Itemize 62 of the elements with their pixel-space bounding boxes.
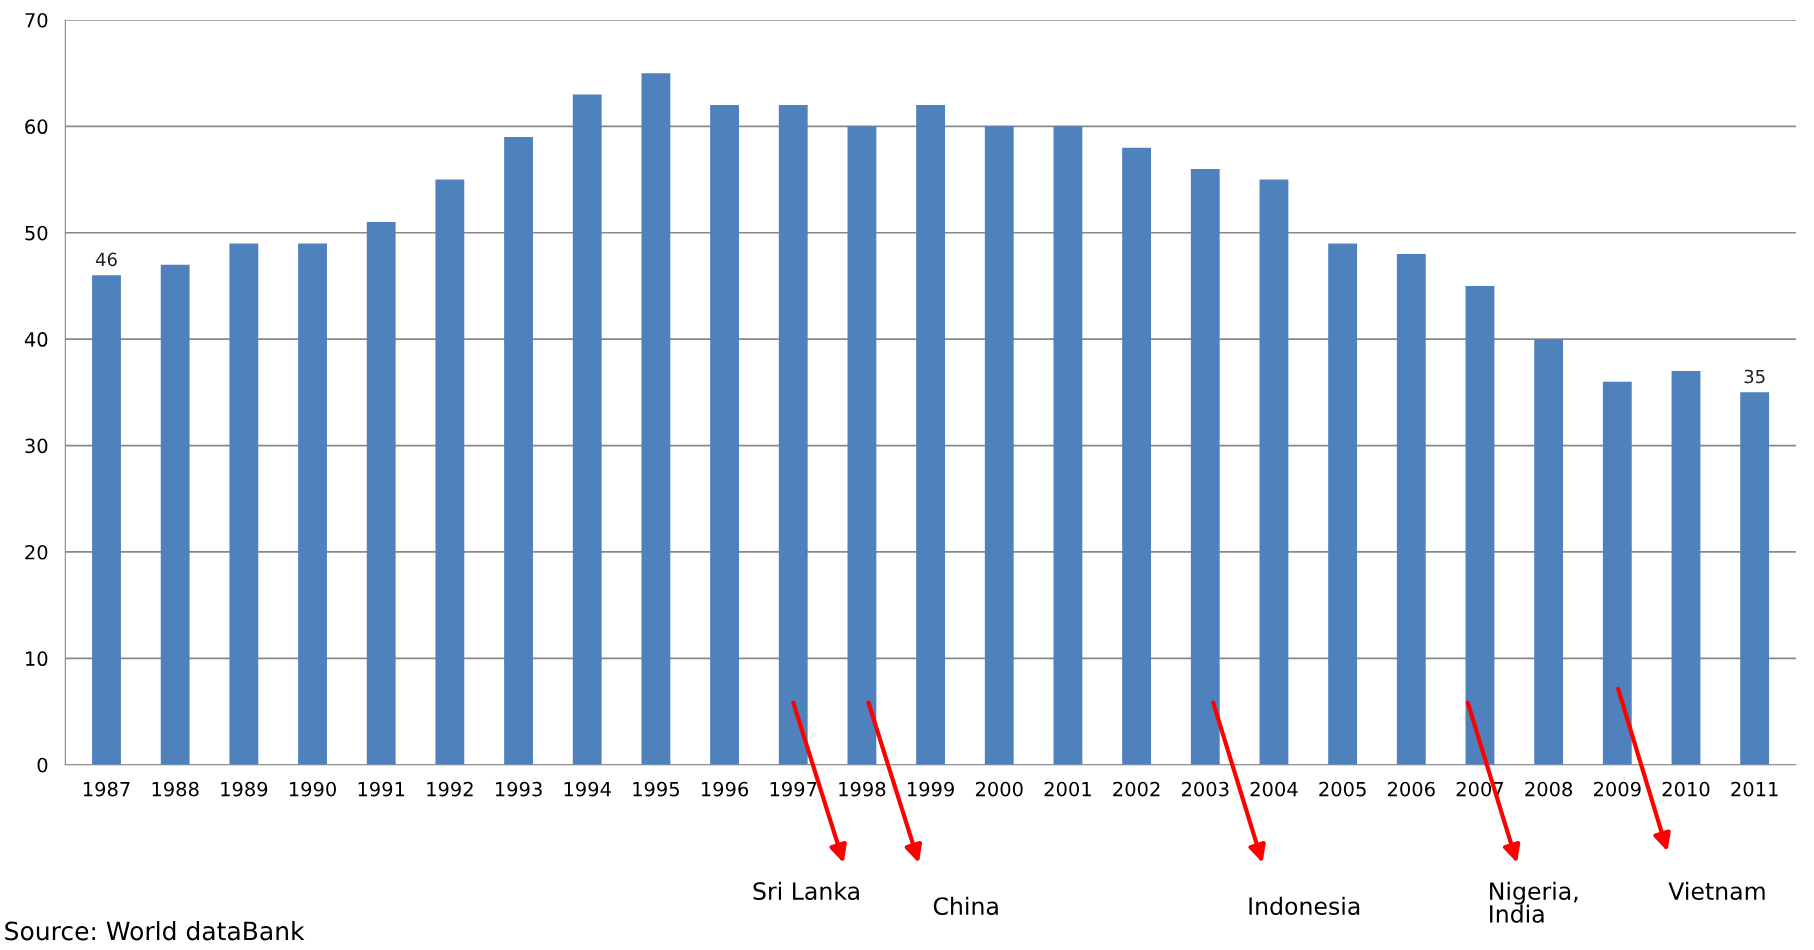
y-tick-label: 0 — [37, 757, 48, 773]
bar — [1053, 126, 1083, 765]
bar — [160, 264, 190, 765]
bar — [229, 243, 259, 765]
text: Sri Lanka — [753, 881, 859, 901]
x-tick-label: 1992 — [427, 781, 473, 797]
x-tick-label: 1993 — [495, 781, 542, 797]
bar — [572, 94, 602, 765]
data-label: 46 — [95, 252, 117, 267]
x-tick-label: 1996 — [701, 781, 749, 797]
x-tick-label: 2002 — [1113, 781, 1160, 797]
x-tick-label: 2004 — [1250, 781, 1298, 797]
bar — [1328, 243, 1358, 765]
text: Vietnam — [1668, 881, 1765, 901]
bar — [916, 105, 945, 765]
x-tick-label: 2001 — [1044, 781, 1091, 797]
x-tick-label: 1995 — [633, 781, 679, 797]
x-tick-label: 2008 — [1525, 781, 1573, 797]
x-tick-label: 2010 — [1662, 781, 1710, 797]
bar — [847, 126, 877, 765]
bar — [1259, 179, 1289, 765]
bar — [1740, 392, 1770, 765]
x-tick-label: 1987 — [83, 781, 130, 797]
x-tick-label: 2006 — [1387, 781, 1435, 797]
x-tick-label: 1997 — [770, 781, 817, 797]
bar — [298, 243, 327, 765]
x-tick-label: 1998 — [839, 781, 886, 797]
bar — [1671, 371, 1701, 765]
bar — [984, 126, 1014, 765]
y-tick-label: 30 — [25, 438, 48, 454]
bar — [1534, 339, 1564, 765]
bar — [366, 222, 396, 765]
data-label: 35 — [1744, 369, 1765, 384]
x-tick-label: 1999 — [907, 781, 954, 797]
bar — [1396, 254, 1426, 765]
bar — [1190, 168, 1220, 765]
x-tick-label: 1991 — [358, 781, 405, 797]
bar — [710, 105, 739, 765]
bar — [641, 73, 671, 765]
text: Nigeria, India — [1490, 881, 1578, 923]
x-tick-label: 1988 — [152, 781, 199, 797]
text: China — [933, 896, 998, 916]
y-tick-label: 60 — [25, 119, 48, 135]
x-tick-label: 2005 — [1319, 781, 1366, 797]
x-tick-label: 2003 — [1181, 781, 1229, 797]
source-note: Source: World dataBank — [5, 921, 305, 941]
bar — [1122, 147, 1152, 765]
x-tick-label: 1990 — [289, 781, 336, 797]
x-tick-label: 2011 — [1731, 781, 1778, 797]
y-tick-label: 20 — [25, 544, 48, 560]
x-tick-label: 2000 — [975, 781, 1023, 797]
y-tick-label: 40 — [24, 332, 48, 347]
bar — [92, 275, 121, 765]
bar — [504, 136, 533, 765]
bar — [435, 179, 465, 765]
x-tick-label: 1989 — [221, 781, 268, 797]
y-tick-label: 10 — [26, 651, 48, 667]
x-tick-label: 2009 — [1593, 781, 1641, 797]
y-tick-label: 70 — [25, 12, 48, 28]
x-tick-label: 1994 — [564, 781, 611, 797]
y-tick-label: 50 — [25, 225, 48, 241]
text: Indonesia — [1249, 896, 1360, 916]
